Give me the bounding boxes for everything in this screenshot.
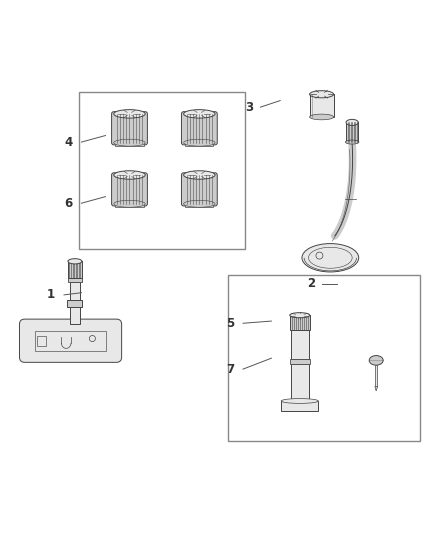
- Ellipse shape: [114, 139, 145, 146]
- Ellipse shape: [302, 244, 359, 272]
- Bar: [228, 275, 420, 441]
- Ellipse shape: [310, 114, 334, 120]
- Bar: [290, 364, 309, 401]
- Bar: [290, 330, 309, 359]
- Text: 5: 5: [226, 317, 234, 330]
- Ellipse shape: [184, 139, 215, 146]
- Bar: [185, 142, 213, 146]
- Bar: [281, 401, 318, 410]
- Bar: [185, 203, 213, 207]
- Ellipse shape: [281, 399, 318, 403]
- Bar: [79, 92, 245, 249]
- Ellipse shape: [68, 259, 82, 264]
- FancyBboxPatch shape: [181, 112, 217, 145]
- Ellipse shape: [346, 119, 358, 125]
- Text: 6: 6: [64, 197, 73, 209]
- Ellipse shape: [114, 200, 145, 207]
- Bar: [375, 365, 378, 386]
- Bar: [115, 142, 144, 146]
- Ellipse shape: [290, 313, 310, 318]
- Bar: [70, 282, 80, 300]
- FancyBboxPatch shape: [181, 173, 217, 206]
- Bar: [35, 331, 106, 351]
- Bar: [290, 359, 310, 364]
- Bar: [36, 336, 46, 345]
- Bar: [68, 261, 82, 278]
- Text: 3: 3: [246, 101, 254, 114]
- Bar: [310, 94, 334, 117]
- Text: 1: 1: [47, 288, 55, 301]
- Polygon shape: [375, 386, 378, 391]
- Bar: [70, 307, 80, 325]
- Ellipse shape: [369, 356, 383, 365]
- Bar: [68, 278, 82, 282]
- FancyBboxPatch shape: [112, 173, 148, 206]
- FancyBboxPatch shape: [19, 319, 122, 362]
- Ellipse shape: [114, 171, 145, 179]
- Text: 7: 7: [226, 362, 234, 376]
- Text: 2: 2: [307, 278, 315, 290]
- Ellipse shape: [184, 171, 215, 179]
- Bar: [115, 203, 144, 207]
- Ellipse shape: [346, 140, 359, 144]
- Ellipse shape: [114, 110, 145, 118]
- Text: 4: 4: [64, 135, 73, 149]
- Bar: [346, 123, 358, 142]
- Ellipse shape: [184, 110, 215, 118]
- Bar: [290, 315, 310, 330]
- Ellipse shape: [184, 200, 215, 207]
- FancyBboxPatch shape: [112, 112, 148, 145]
- Ellipse shape: [310, 91, 334, 98]
- Bar: [67, 300, 82, 307]
